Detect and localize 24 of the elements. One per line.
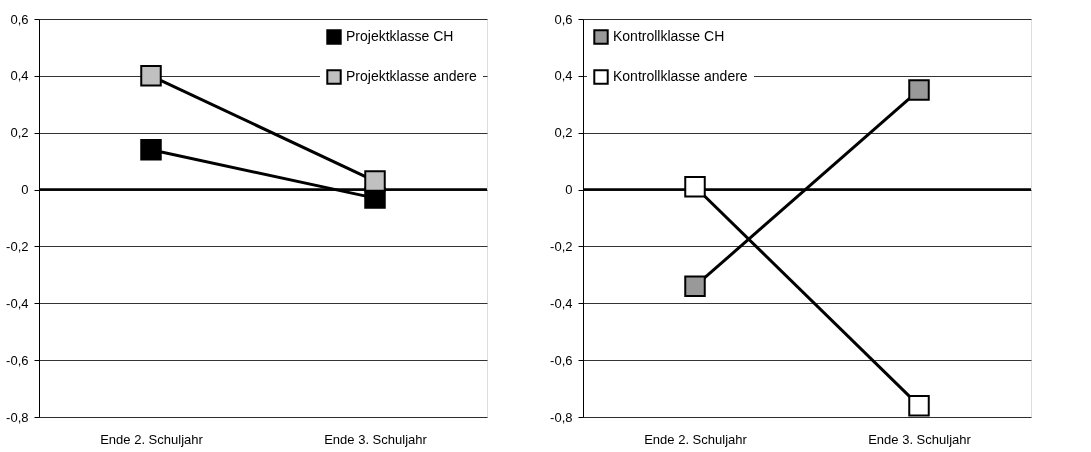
y-tick-label: -0,8 xyxy=(6,409,29,425)
legend-label: Kontrollklasse CH xyxy=(613,28,725,44)
y-tick-label: -0,6 xyxy=(550,352,573,368)
x-tick-label: Ende 2. Schuljahr xyxy=(100,431,204,447)
y-tick-label: 0,2 xyxy=(554,125,573,141)
x-tick-label: Ende 3. Schuljahr xyxy=(868,431,972,447)
y-tick-label: -0,4 xyxy=(6,295,29,311)
y-tick-label: -0,8 xyxy=(550,409,573,425)
x-tick-label: Ende 2. Schuljahr xyxy=(644,431,748,447)
legend-label: Kontrollklasse andere xyxy=(613,68,748,84)
legend-label: Projektklasse CH xyxy=(346,28,454,44)
y-tick-label: 0 xyxy=(565,182,573,198)
y-tick-label: 0,4 xyxy=(10,68,29,84)
y-tick-label: 0,2 xyxy=(10,125,29,141)
legend-label: Projektklasse andere xyxy=(346,68,477,84)
y-tick-label: 0,4 xyxy=(554,68,573,84)
y-tick-label: -0,6 xyxy=(6,352,29,368)
x-tick-label: Ende 3. Schuljahr xyxy=(324,431,428,447)
y-tick-label: -0,4 xyxy=(550,295,573,311)
y-tick-label: -0,2 xyxy=(550,238,573,254)
y-tick-label: 0 xyxy=(21,182,29,198)
y-tick-label: -0,2 xyxy=(6,238,29,254)
y-tick-label: 0,6 xyxy=(10,11,29,27)
y-tick-label: 0,6 xyxy=(554,11,573,27)
